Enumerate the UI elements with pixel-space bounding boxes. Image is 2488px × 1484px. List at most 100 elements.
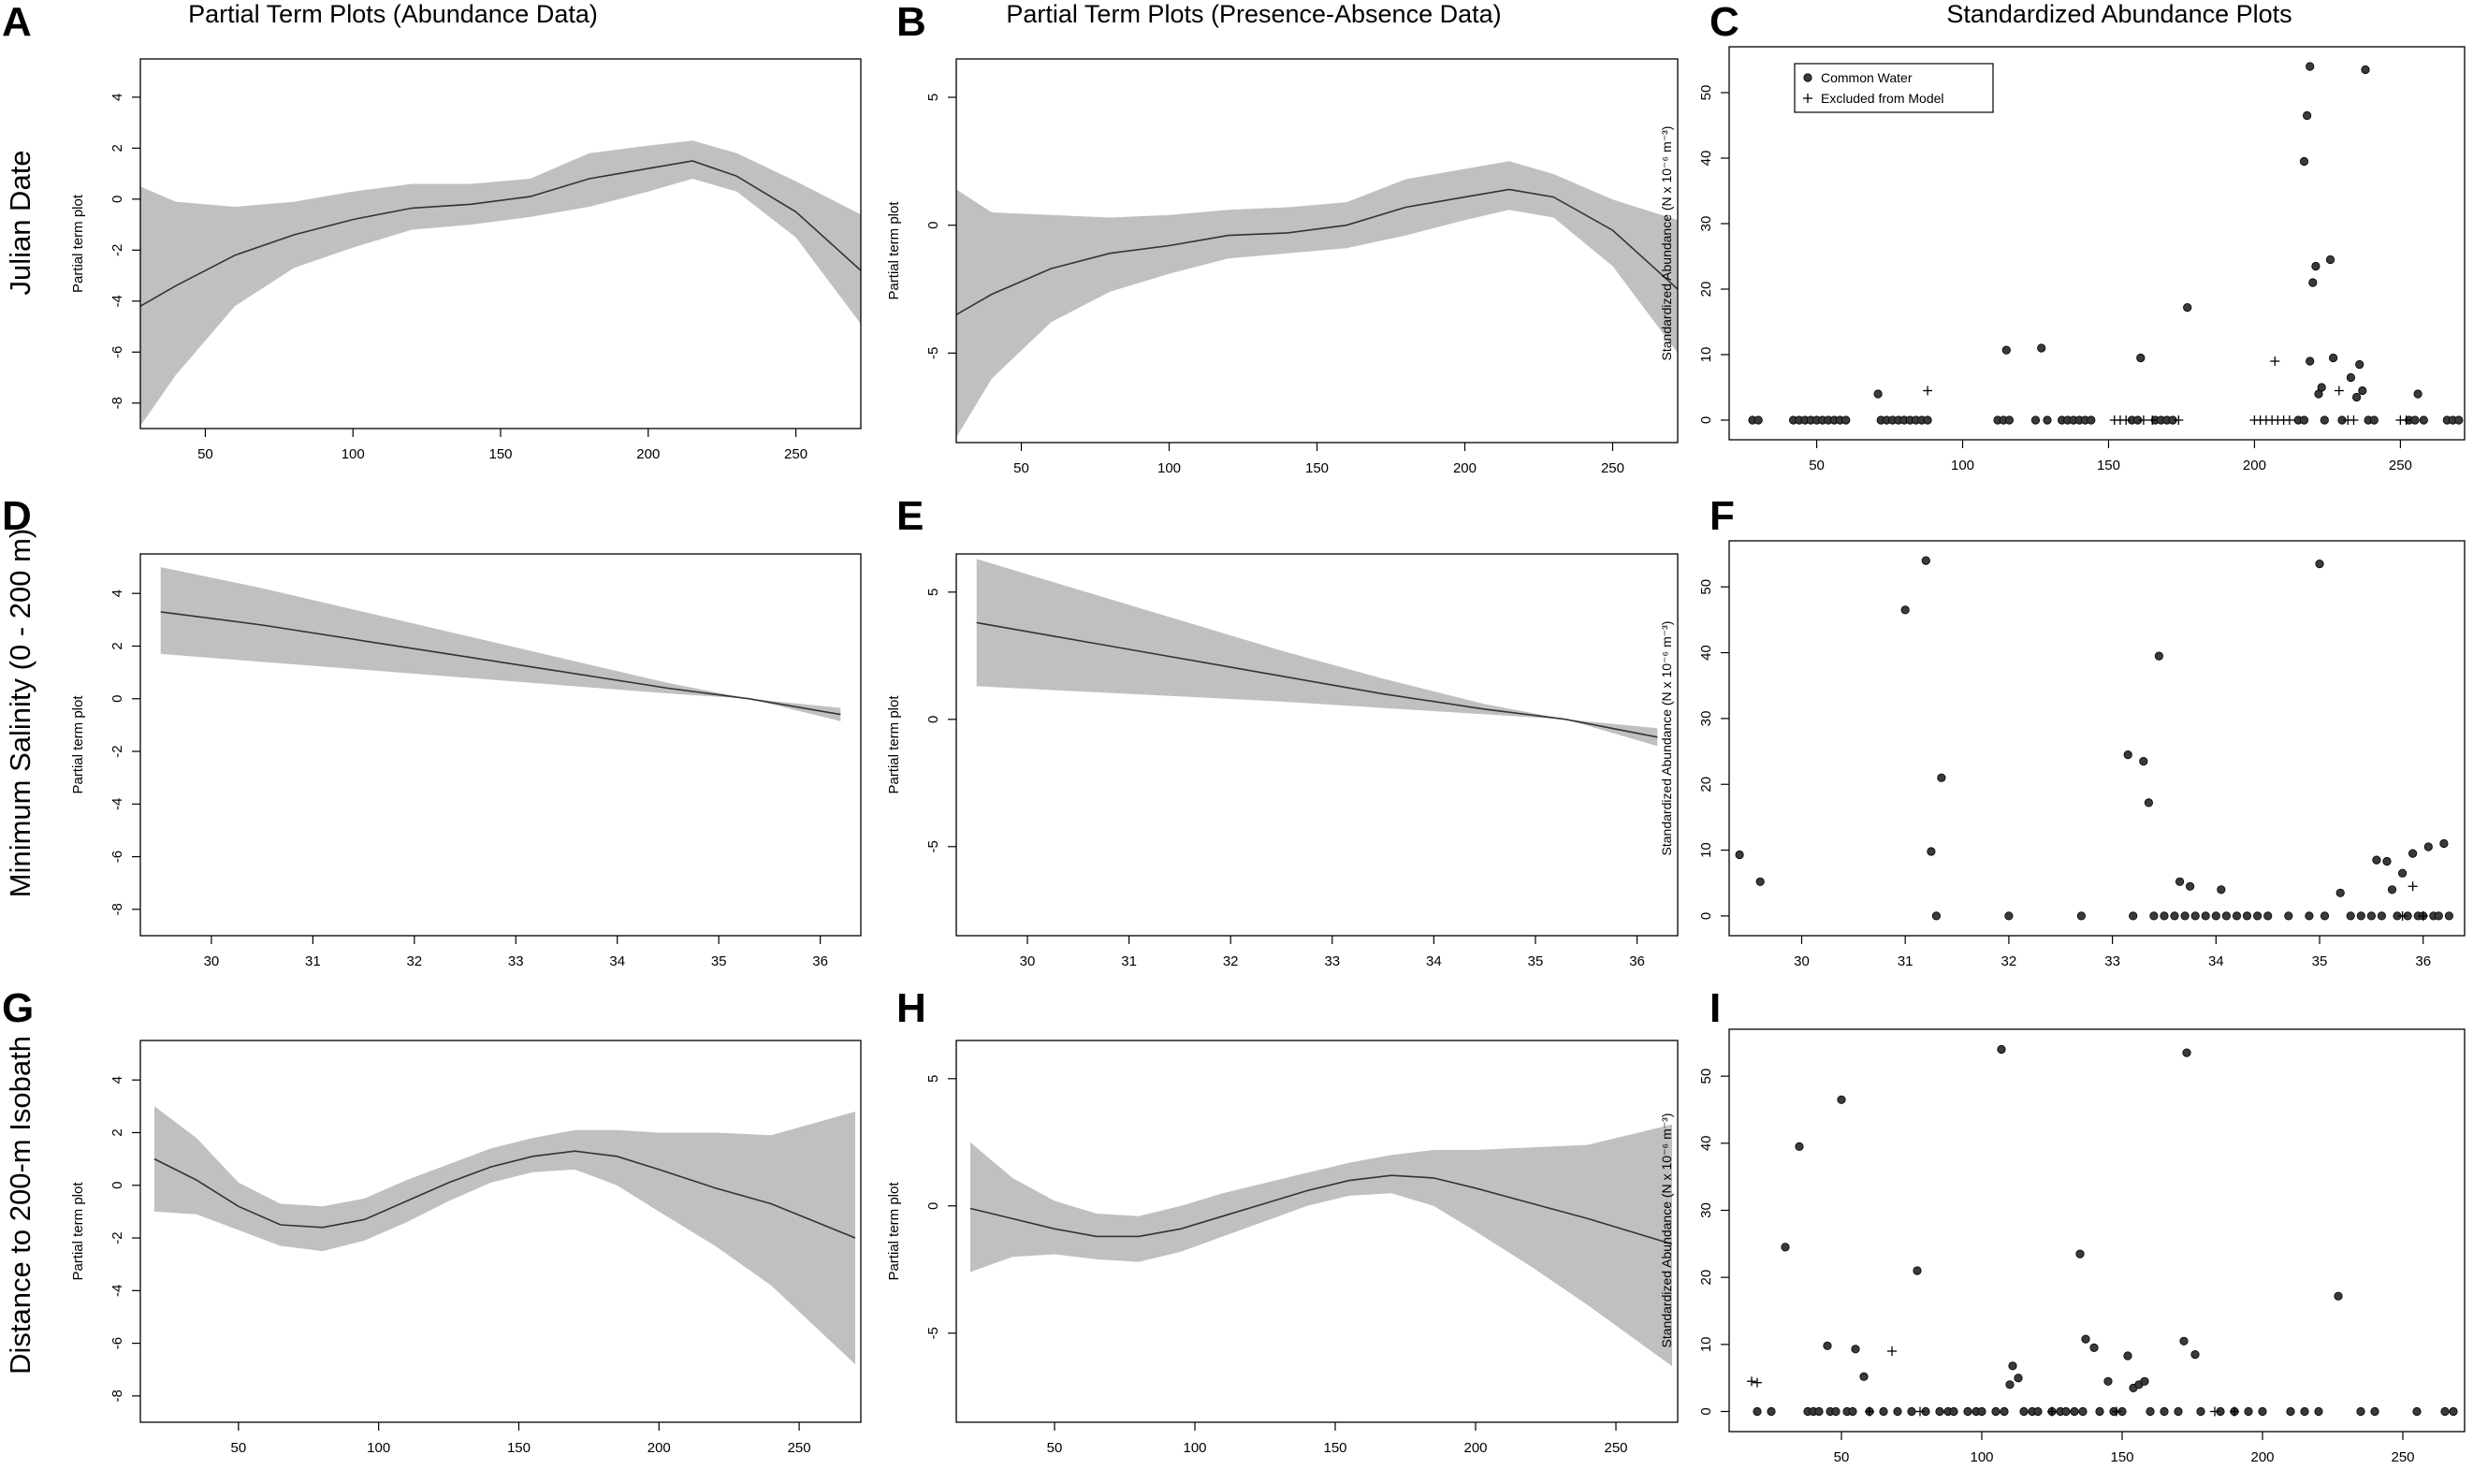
fit-line	[160, 611, 841, 716]
x-tick-label: 33	[2104, 953, 2120, 969]
data-point	[2299, 415, 2309, 425]
y-tick-label: -5	[925, 347, 941, 359]
data-point	[2253, 911, 2262, 921]
data-point	[2356, 1406, 2365, 1417]
y-tick-label: 4	[109, 94, 125, 101]
panel-e: E 30 31 32 33 34 35 36 -5 0 5 Partial term plot	[886, 493, 1679, 969]
column-title-standardized: Standardized Abundance Plots	[1946, 0, 2292, 28]
y-tick-label: 10	[1698, 1336, 1714, 1352]
data-point	[2014, 1374, 2023, 1383]
legend-point-icon	[1803, 73, 1812, 82]
x-tick-label: 200	[2243, 458, 2266, 473]
data-point	[2190, 911, 2200, 921]
x-tick-label: 32	[406, 953, 422, 969]
plot-frame	[1728, 46, 2466, 441]
data-point	[1935, 1406, 1944, 1417]
data-point	[2366, 911, 2376, 921]
y-tick-label: -6	[109, 851, 125, 863]
x-tick-label: 30	[1020, 953, 1036, 969]
data-point	[2160, 911, 2169, 921]
x-tick-label: 34	[1426, 953, 1442, 969]
excluded-point	[2397, 910, 2408, 921]
x-tick-label: 100	[1970, 1449, 1993, 1465]
data-point	[1859, 1372, 1869, 1381]
y-tick-label: 30	[1698, 1202, 1714, 1218]
x-tick-label: 35	[711, 953, 727, 969]
data-point	[2412, 1406, 2422, 1417]
data-point	[2037, 343, 2046, 353]
x-tick-label: 50	[231, 1440, 247, 1456]
data-point	[2103, 1376, 2113, 1386]
data-point	[2075, 1249, 2085, 1258]
data-point	[2382, 856, 2392, 866]
data-point	[2146, 1406, 2155, 1417]
data-point	[2449, 1406, 2458, 1417]
data-point	[2315, 559, 2324, 569]
fit-line	[955, 188, 1679, 315]
data-point	[2308, 278, 2318, 287]
y-tick-label: 10	[1698, 347, 1714, 363]
y-tick-label: 0	[109, 695, 125, 703]
x-tick-label: 35	[2312, 953, 2328, 969]
panel-letter-b: B	[896, 0, 926, 45]
y-axis-title: Partial term plot	[70, 194, 86, 293]
data-point	[2175, 877, 2185, 886]
data-point	[2140, 1376, 2149, 1386]
data-point	[2170, 911, 2179, 921]
data-point	[1913, 1266, 1922, 1275]
data-point	[2454, 415, 2464, 425]
y-tick-label: -2	[109, 244, 125, 256]
x-tick-label: 35	[1528, 953, 1544, 969]
data-point	[1837, 1095, 1846, 1104]
panel-d: D 30 31 32 33 34 35 36 -8 -6 -4 -2 0 2 4 Partial term p…	[2, 493, 862, 969]
x-tick-label: 32	[2001, 953, 2017, 969]
y-tick-label: -6	[109, 346, 125, 358]
data-point	[2356, 911, 2365, 921]
data-point	[2284, 911, 2293, 921]
excluded-point	[2270, 356, 2280, 366]
y-tick-label: -4	[109, 295, 125, 307]
fit-line	[139, 160, 862, 307]
data-point	[1755, 877, 1765, 886]
y-tick-label: 50	[1698, 85, 1714, 101]
data-point	[2076, 911, 2086, 921]
data-point	[2311, 261, 2321, 271]
data-point	[2186, 881, 2195, 891]
data-point	[2160, 1406, 2169, 1417]
excluded-point	[2112, 1406, 2121, 1417]
panel-b: B 50 100 150 200 250 -5 0 5 Partial term plot	[886, 0, 1679, 476]
y-tick-label: 5	[925, 94, 941, 101]
data-point	[2123, 749, 2132, 760]
panel-letter-g: G	[2, 985, 34, 1031]
excluded-point	[2401, 415, 2411, 425]
y-tick-label: -4	[109, 1285, 125, 1297]
data-point	[2320, 911, 2330, 921]
panel-h: H 50 100 150 200 250 -5 0 5 Partial term plot	[886, 985, 1679, 1456]
panel-f: F 30 31 32 33 34 35 36 0 10 20 30 40 50 Standardized A…	[1659, 493, 2466, 969]
data-point	[2001, 345, 2011, 355]
excluded-point	[2121, 415, 2132, 425]
x-tick-label: 250	[2391, 1449, 2414, 1465]
data-point	[1963, 1406, 1972, 1417]
data-point	[2317, 383, 2326, 392]
y-tick-label: -5	[925, 840, 941, 852]
y-axis-title: Partial term plot	[886, 201, 902, 300]
x-tick-label: 30	[204, 953, 220, 969]
column-title-presence-absence: Partial Term Plots (Presence-Absence Dat…	[1006, 0, 1502, 28]
excluded-point	[2284, 415, 2294, 425]
x-tick-label: 33	[1324, 953, 1340, 969]
x-tick-label: 32	[1223, 953, 1239, 969]
panel-a: A 50 100 150 200 250 -8 -6 -4 -2 0 2 4 Partial term p…	[2, 0, 862, 462]
x-tick-label: 150	[2110, 1449, 2133, 1465]
data-point	[2398, 868, 2408, 878]
x-tick-label: 30	[1794, 953, 1810, 969]
panel-letter-c: C	[1710, 0, 1739, 45]
y-tick-label: 40	[1698, 1135, 1714, 1151]
x-tick-label: 34	[609, 953, 625, 969]
y-tick-label: 40	[1698, 645, 1714, 661]
data-point	[1923, 415, 1932, 425]
legend-label-excluded: Excluded from Model	[1821, 91, 1944, 106]
data-point	[2070, 1406, 2079, 1417]
y-axis-title: Partial term plot	[886, 695, 902, 794]
data-point	[2005, 1380, 2015, 1389]
